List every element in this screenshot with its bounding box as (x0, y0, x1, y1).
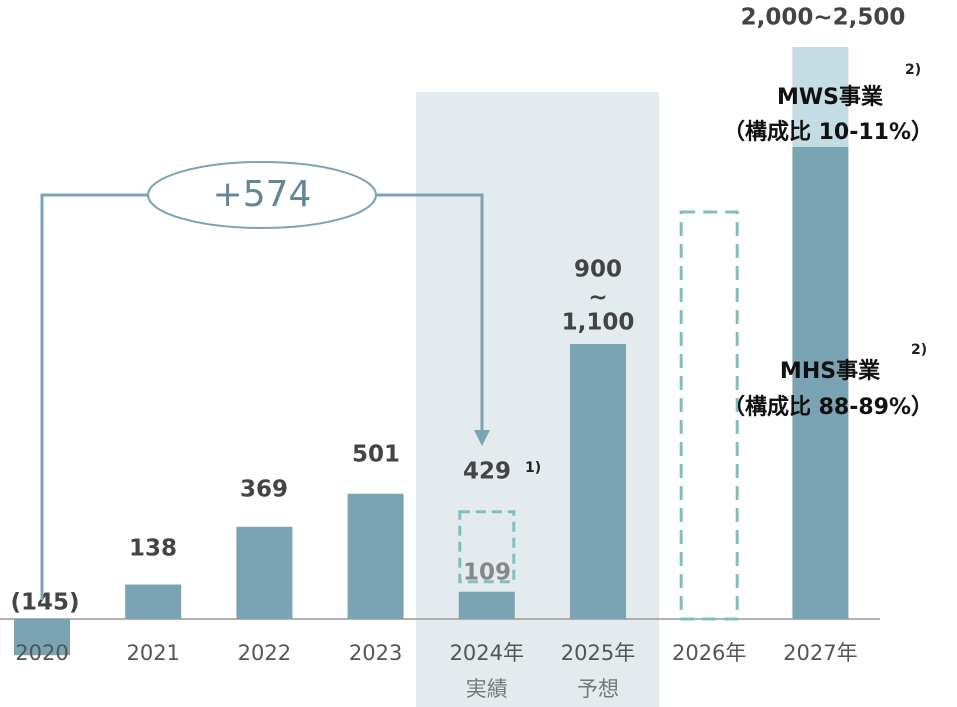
segment-share: （構成比 10-11%） (723, 119, 933, 145)
value-label: 429 (463, 459, 511, 485)
value-label: 501 (352, 442, 400, 468)
footnote: 2) (905, 62, 921, 78)
segment-share: （構成比 88-89%） (723, 394, 933, 420)
x-tick-label: 2021 (126, 641, 179, 665)
x-tick-label: 2022 (238, 641, 291, 665)
x-sublabel: 予想 (577, 677, 619, 701)
bar (125, 584, 182, 619)
bar (236, 526, 293, 619)
value-label: 900 (574, 257, 622, 283)
value-label: 138 (129, 536, 177, 562)
x-tick-label: 2025年 (561, 641, 635, 665)
dashed-total (458, 510, 516, 584)
bar-2027-range (792, 47, 849, 147)
bar-2027-base (792, 147, 849, 619)
bar (347, 493, 404, 619)
bar (458, 591, 515, 619)
value-label: (145) (10, 590, 79, 616)
dashed-placeholder (679, 210, 739, 621)
arrow-head (474, 430, 490, 446)
value-label: 2,000~2,500 (741, 5, 906, 31)
footnote: 2) (911, 342, 927, 358)
x-tick-label: 2023 (349, 641, 402, 665)
x-tick-label: 2020 (15, 641, 68, 665)
x-tick-label: 2027年 (783, 641, 857, 665)
x-tick-label: 2024年 (450, 641, 524, 665)
value-label: 1,100 (562, 310, 635, 336)
bar (570, 344, 626, 619)
x-tick-label: 2026年 (672, 641, 746, 665)
segment-name: MWS事業 (777, 84, 884, 110)
value-label: 369 (240, 477, 288, 503)
value-label: ~ (588, 285, 607, 311)
segment-name: MHS事業 (780, 358, 881, 384)
footnote: 1) (525, 460, 541, 476)
value-label: 109 (463, 560, 511, 586)
x-sublabel: 実績 (466, 677, 508, 701)
delta-label: +574 (213, 174, 312, 215)
bar (14, 619, 70, 656)
delta-ellipse (147, 161, 377, 229)
